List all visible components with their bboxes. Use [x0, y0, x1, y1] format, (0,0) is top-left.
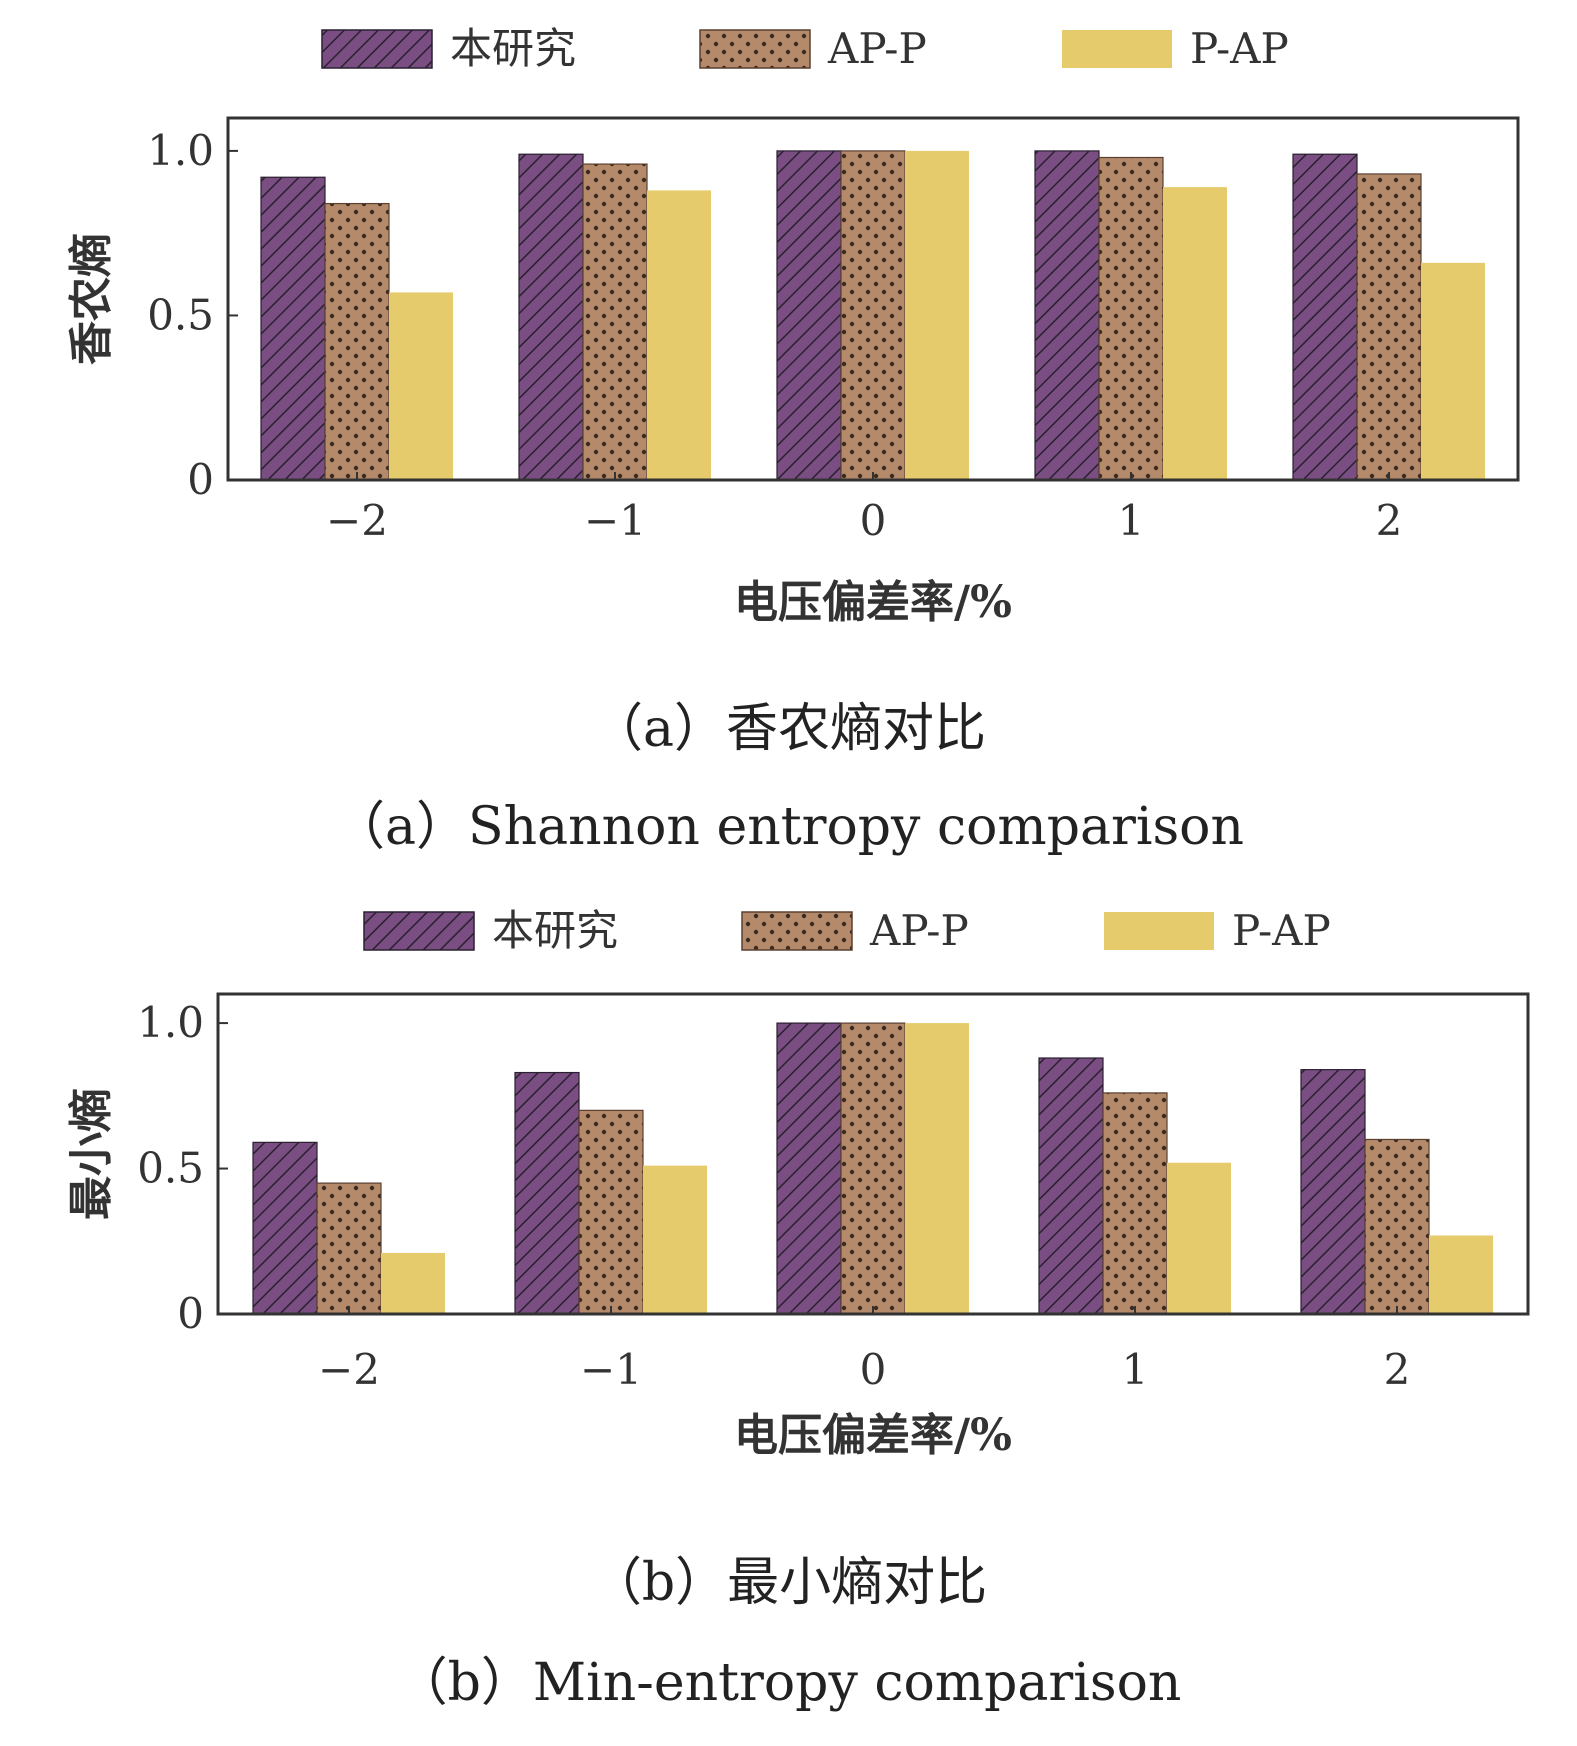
shannon-entropy-chart: 本研究 AP-P P-AP 0 0.5 1.0 −2 −1 0 1 2 香农熵 电压偏差率/%	[66, 24, 1520, 628]
chart-a-subtitle: （a）Shannon entropy comparison	[333, 797, 1244, 857]
bar-2-cat-4	[1098, 156, 1164, 481]
bar-2-cat-5	[1356, 173, 1422, 481]
bar-3-cat-4	[1167, 1162, 1231, 1314]
x-tick-label: −2	[326, 496, 388, 545]
bar-2-cat-2	[578, 1109, 644, 1315]
min-entropy-chart: 本研究 AP-P P-AP 0 0.5 1.0 −2 −1 0 1 2 最小熵 电压偏差率/%	[66, 906, 1530, 1460]
bar-2-cat-2	[582, 163, 648, 481]
legend-swatch-1	[363, 911, 475, 951]
y-tick-label: 0	[177, 1289, 204, 1338]
bar-2-cat-4	[1102, 1092, 1168, 1315]
bar-3-cat-5	[1429, 1235, 1493, 1314]
bar-2-cat-3	[840, 150, 906, 481]
y-tick-label: 1.0	[147, 126, 214, 175]
legend-label-2: AP-P	[827, 24, 927, 73]
x-tick-label: 0	[860, 496, 887, 545]
legend: 本研究 AP-P P-AP	[363, 906, 1331, 955]
bar-1-cat-5	[1300, 1069, 1366, 1315]
bar-2-cat-3	[840, 1022, 906, 1315]
x-tick-label: 1	[1118, 496, 1145, 545]
bar-3-cat-2	[643, 1165, 707, 1314]
x-tick-label: 2	[1384, 1345, 1411, 1394]
bar-3-cat-1	[381, 1252, 445, 1314]
bar-3-cat-2	[647, 190, 711, 480]
x-tick-label: −1	[580, 1345, 642, 1394]
legend-swatch-2	[741, 911, 853, 951]
x-tick-label: −1	[584, 496, 646, 545]
x-tick-label: 0	[860, 1345, 887, 1394]
legend-label-3: P-AP	[1232, 906, 1331, 955]
y-tick-label: 0	[187, 455, 214, 504]
legend-label-2: AP-P	[869, 906, 969, 955]
y-axis-label: 最小熵	[66, 1088, 117, 1220]
chart-b-title: （b）最小熵对比	[589, 1553, 988, 1613]
x-tick-label: 1	[1122, 1345, 1149, 1394]
bar-1-cat-4	[1034, 150, 1100, 481]
bar-3-cat-4	[1163, 187, 1227, 481]
bar-3-cat-1	[389, 292, 453, 480]
y-tick-label: 1.0	[137, 998, 204, 1047]
y-axis-ticks: 0 0.5 1.0	[147, 126, 238, 504]
legend-swatch-3	[1104, 912, 1214, 950]
chart-b-subtitle: （b）Min-entropy comparison	[395, 1653, 1182, 1713]
bar-2-cat-1	[316, 1182, 382, 1315]
x-tick-label: −2	[318, 1345, 380, 1394]
x-axis-ticks: −2 −1 0 1 2	[318, 1306, 1410, 1394]
y-tick-label: 0.5	[137, 1144, 204, 1193]
legend-label-1: 本研究	[492, 906, 618, 955]
x-tick-label: 2	[1376, 496, 1403, 545]
bar-3-cat-3	[905, 150, 969, 480]
legend-label-1: 本研究	[450, 24, 576, 73]
legend-label-3: P-AP	[1190, 24, 1289, 73]
bar-1-cat-5	[1292, 153, 1358, 481]
bar-1-cat-1	[252, 1141, 318, 1315]
bar-2-cat-1	[324, 202, 390, 481]
legend-swatch-2	[699, 29, 811, 69]
y-axis-ticks: 0 0.5 1.0	[137, 998, 228, 1338]
bar-1-cat-2	[518, 153, 584, 481]
bar-3-cat-5	[1421, 262, 1485, 480]
legend-swatch-3	[1062, 30, 1172, 68]
x-axis-ticks: −2 −1 0 1 2	[326, 472, 1402, 545]
x-axis-label: 电压偏差率/%	[734, 1410, 1012, 1460]
bar-1-cat-3	[776, 150, 842, 481]
legend: 本研究 AP-P P-AP	[321, 24, 1289, 73]
bar-1-cat-4	[1038, 1057, 1104, 1315]
bars	[260, 150, 1485, 481]
bar-3-cat-3	[905, 1023, 969, 1314]
bars	[252, 1022, 1493, 1315]
bar-1-cat-1	[260, 176, 326, 481]
chart-a-title: （a）香农熵对比	[590, 699, 986, 759]
legend-swatch-1	[321, 29, 433, 69]
y-tick-label: 0.5	[147, 290, 214, 339]
y-axis-label: 香农熵	[66, 233, 117, 365]
x-axis-label: 电压偏差率/%	[734, 577, 1012, 628]
bar-1-cat-3	[776, 1022, 842, 1315]
bar-2-cat-5	[1364, 1138, 1430, 1315]
bar-1-cat-2	[514, 1071, 580, 1315]
